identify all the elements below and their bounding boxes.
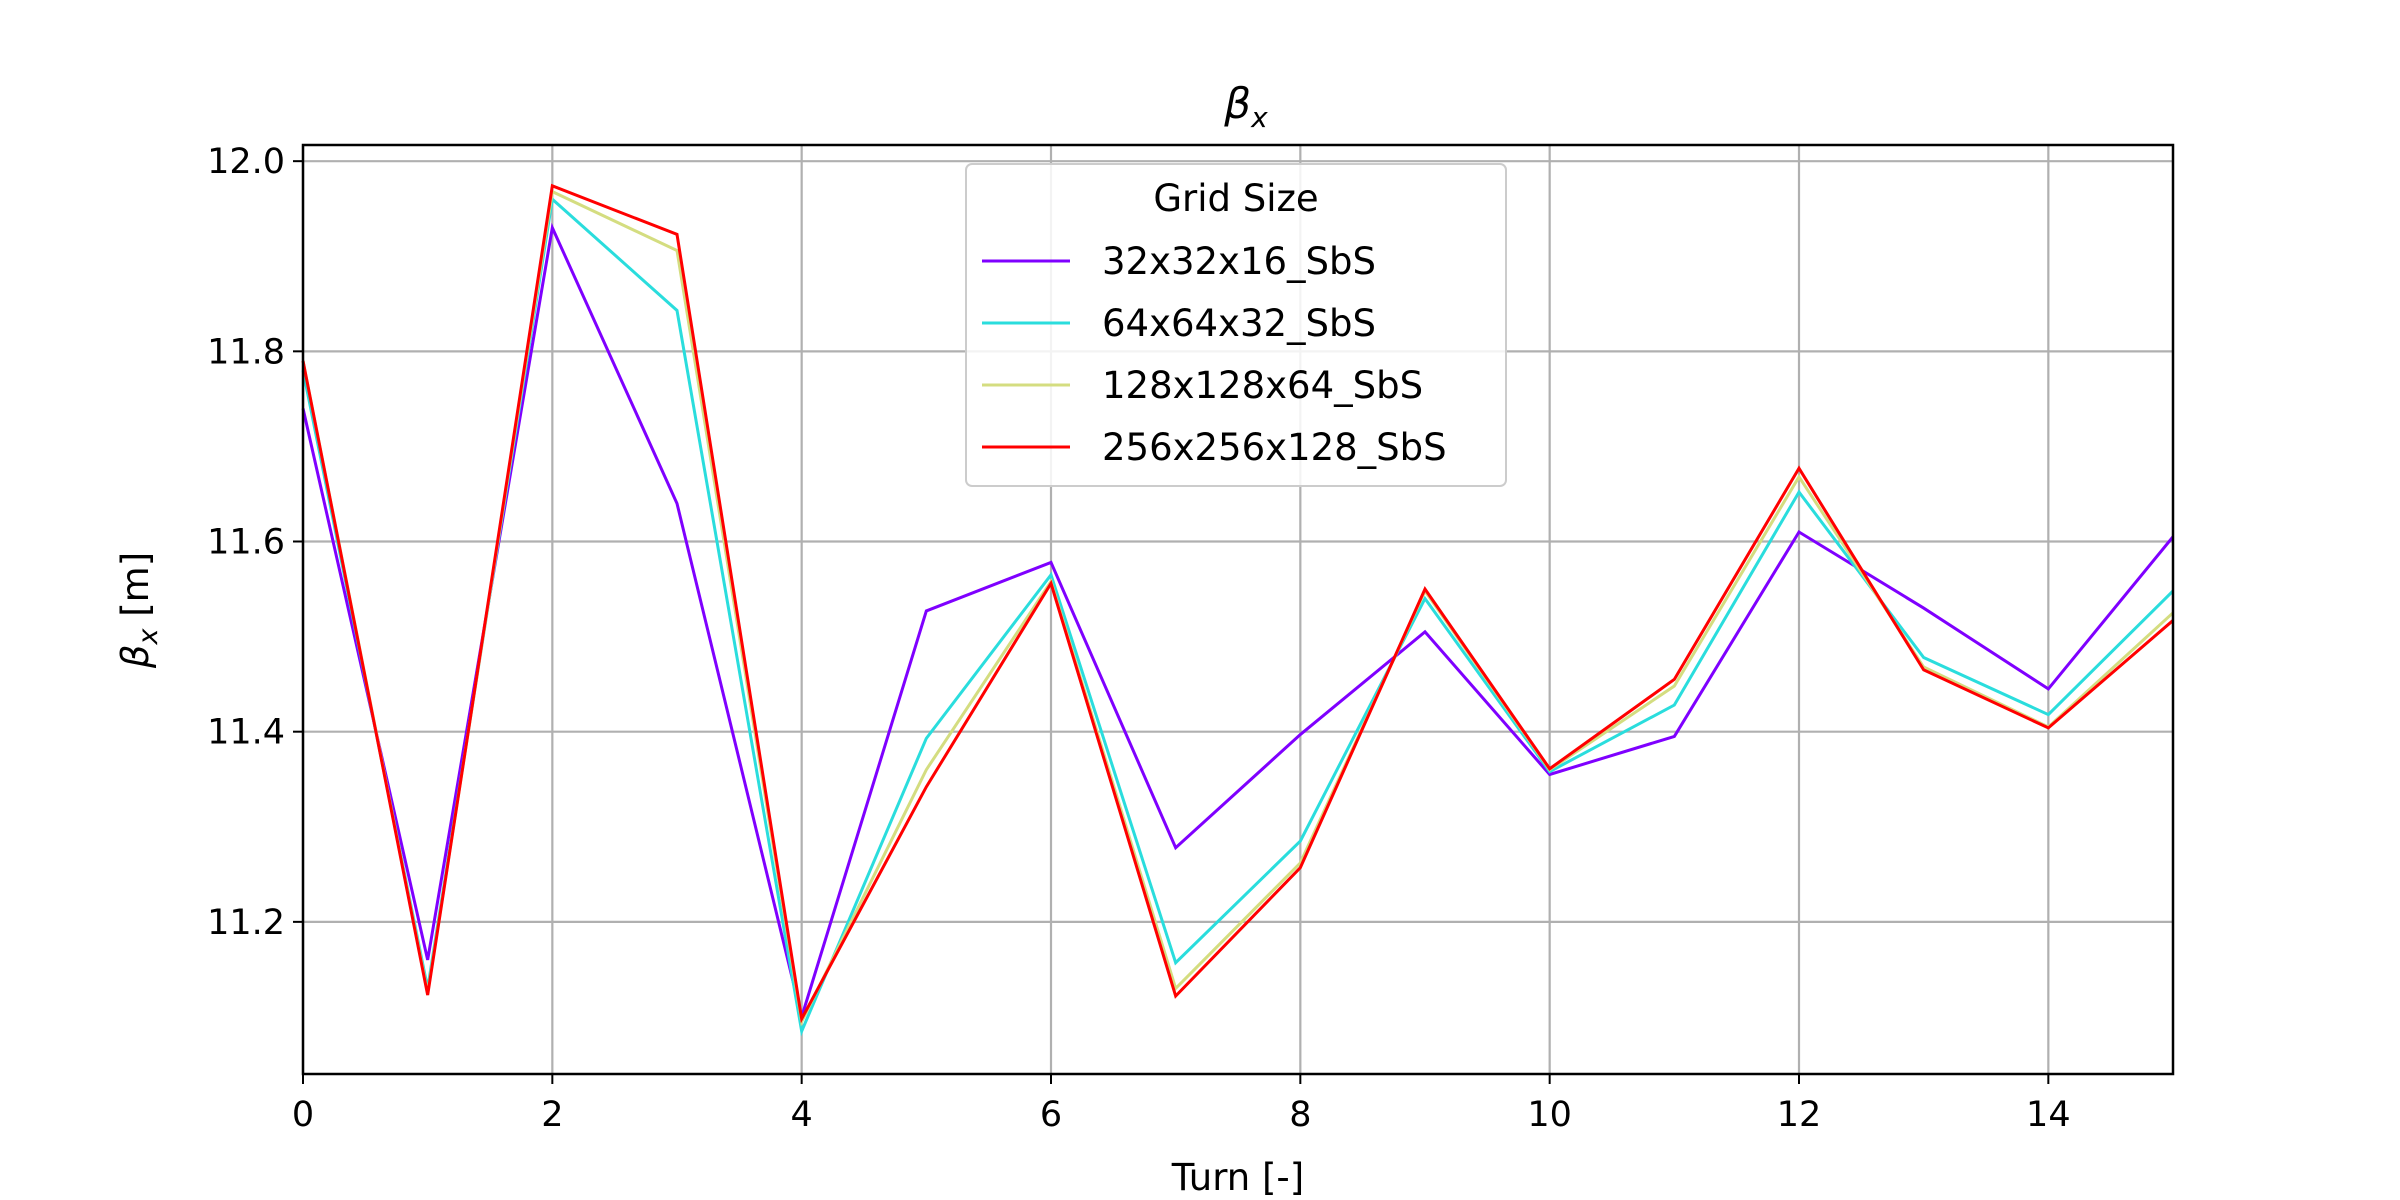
x-tick-label: 8 [1289, 1095, 1311, 1135]
x-tick-label: 2 [541, 1095, 563, 1135]
x-tick-label: 10 [1527, 1095, 1572, 1135]
x-tick-label: 14 [2026, 1095, 2071, 1135]
x-tick-label: 0 [292, 1095, 314, 1135]
series-line-2 [301, 196, 2175, 1037]
legend-label: 32x32x16_SbS [1102, 240, 1376, 283]
series-line-3 [301, 189, 2175, 1027]
series-line-4 [301, 183, 2174, 1024]
chart-title: βx [1223, 79, 1268, 134]
series-lines [301, 183, 2175, 1037]
x-tick-label: 4 [791, 1095, 813, 1135]
y-tick-label: 12.0 [207, 142, 285, 182]
ticks: 0 2 4 6 8 10 12 14 11.2 11.4 11.6 11.8 12.0 [207, 142, 2071, 1135]
x-tick-label: 6 [1040, 1095, 1062, 1135]
y-tick-label: 11.8 [207, 332, 285, 372]
plot-frame [301, 143, 2175, 1076]
legend-label: 128x128x64_SbS [1102, 364, 1423, 407]
legend-title: Grid Size [1153, 177, 1318, 220]
x-axis-label: Turn [-] [1171, 1156, 1304, 1199]
legend: Grid Size 32x32x16_SbS 64x64x32_SbS 128x12… [965, 163, 1507, 487]
y-axis-label: βx [m] [114, 552, 164, 669]
grid [301, 145, 2173, 1074]
y-tick-label: 11.4 [207, 713, 285, 753]
legend-label: 256x256x128_SbS [1102, 426, 1447, 469]
legend-label: 64x64x32_SbS [1102, 302, 1376, 345]
y-tick-label: 11.2 [207, 903, 285, 943]
y-tick-label: 11.6 [207, 523, 285, 563]
legend-box [965, 163, 1507, 487]
x-tick-label: 12 [1777, 1095, 1822, 1135]
